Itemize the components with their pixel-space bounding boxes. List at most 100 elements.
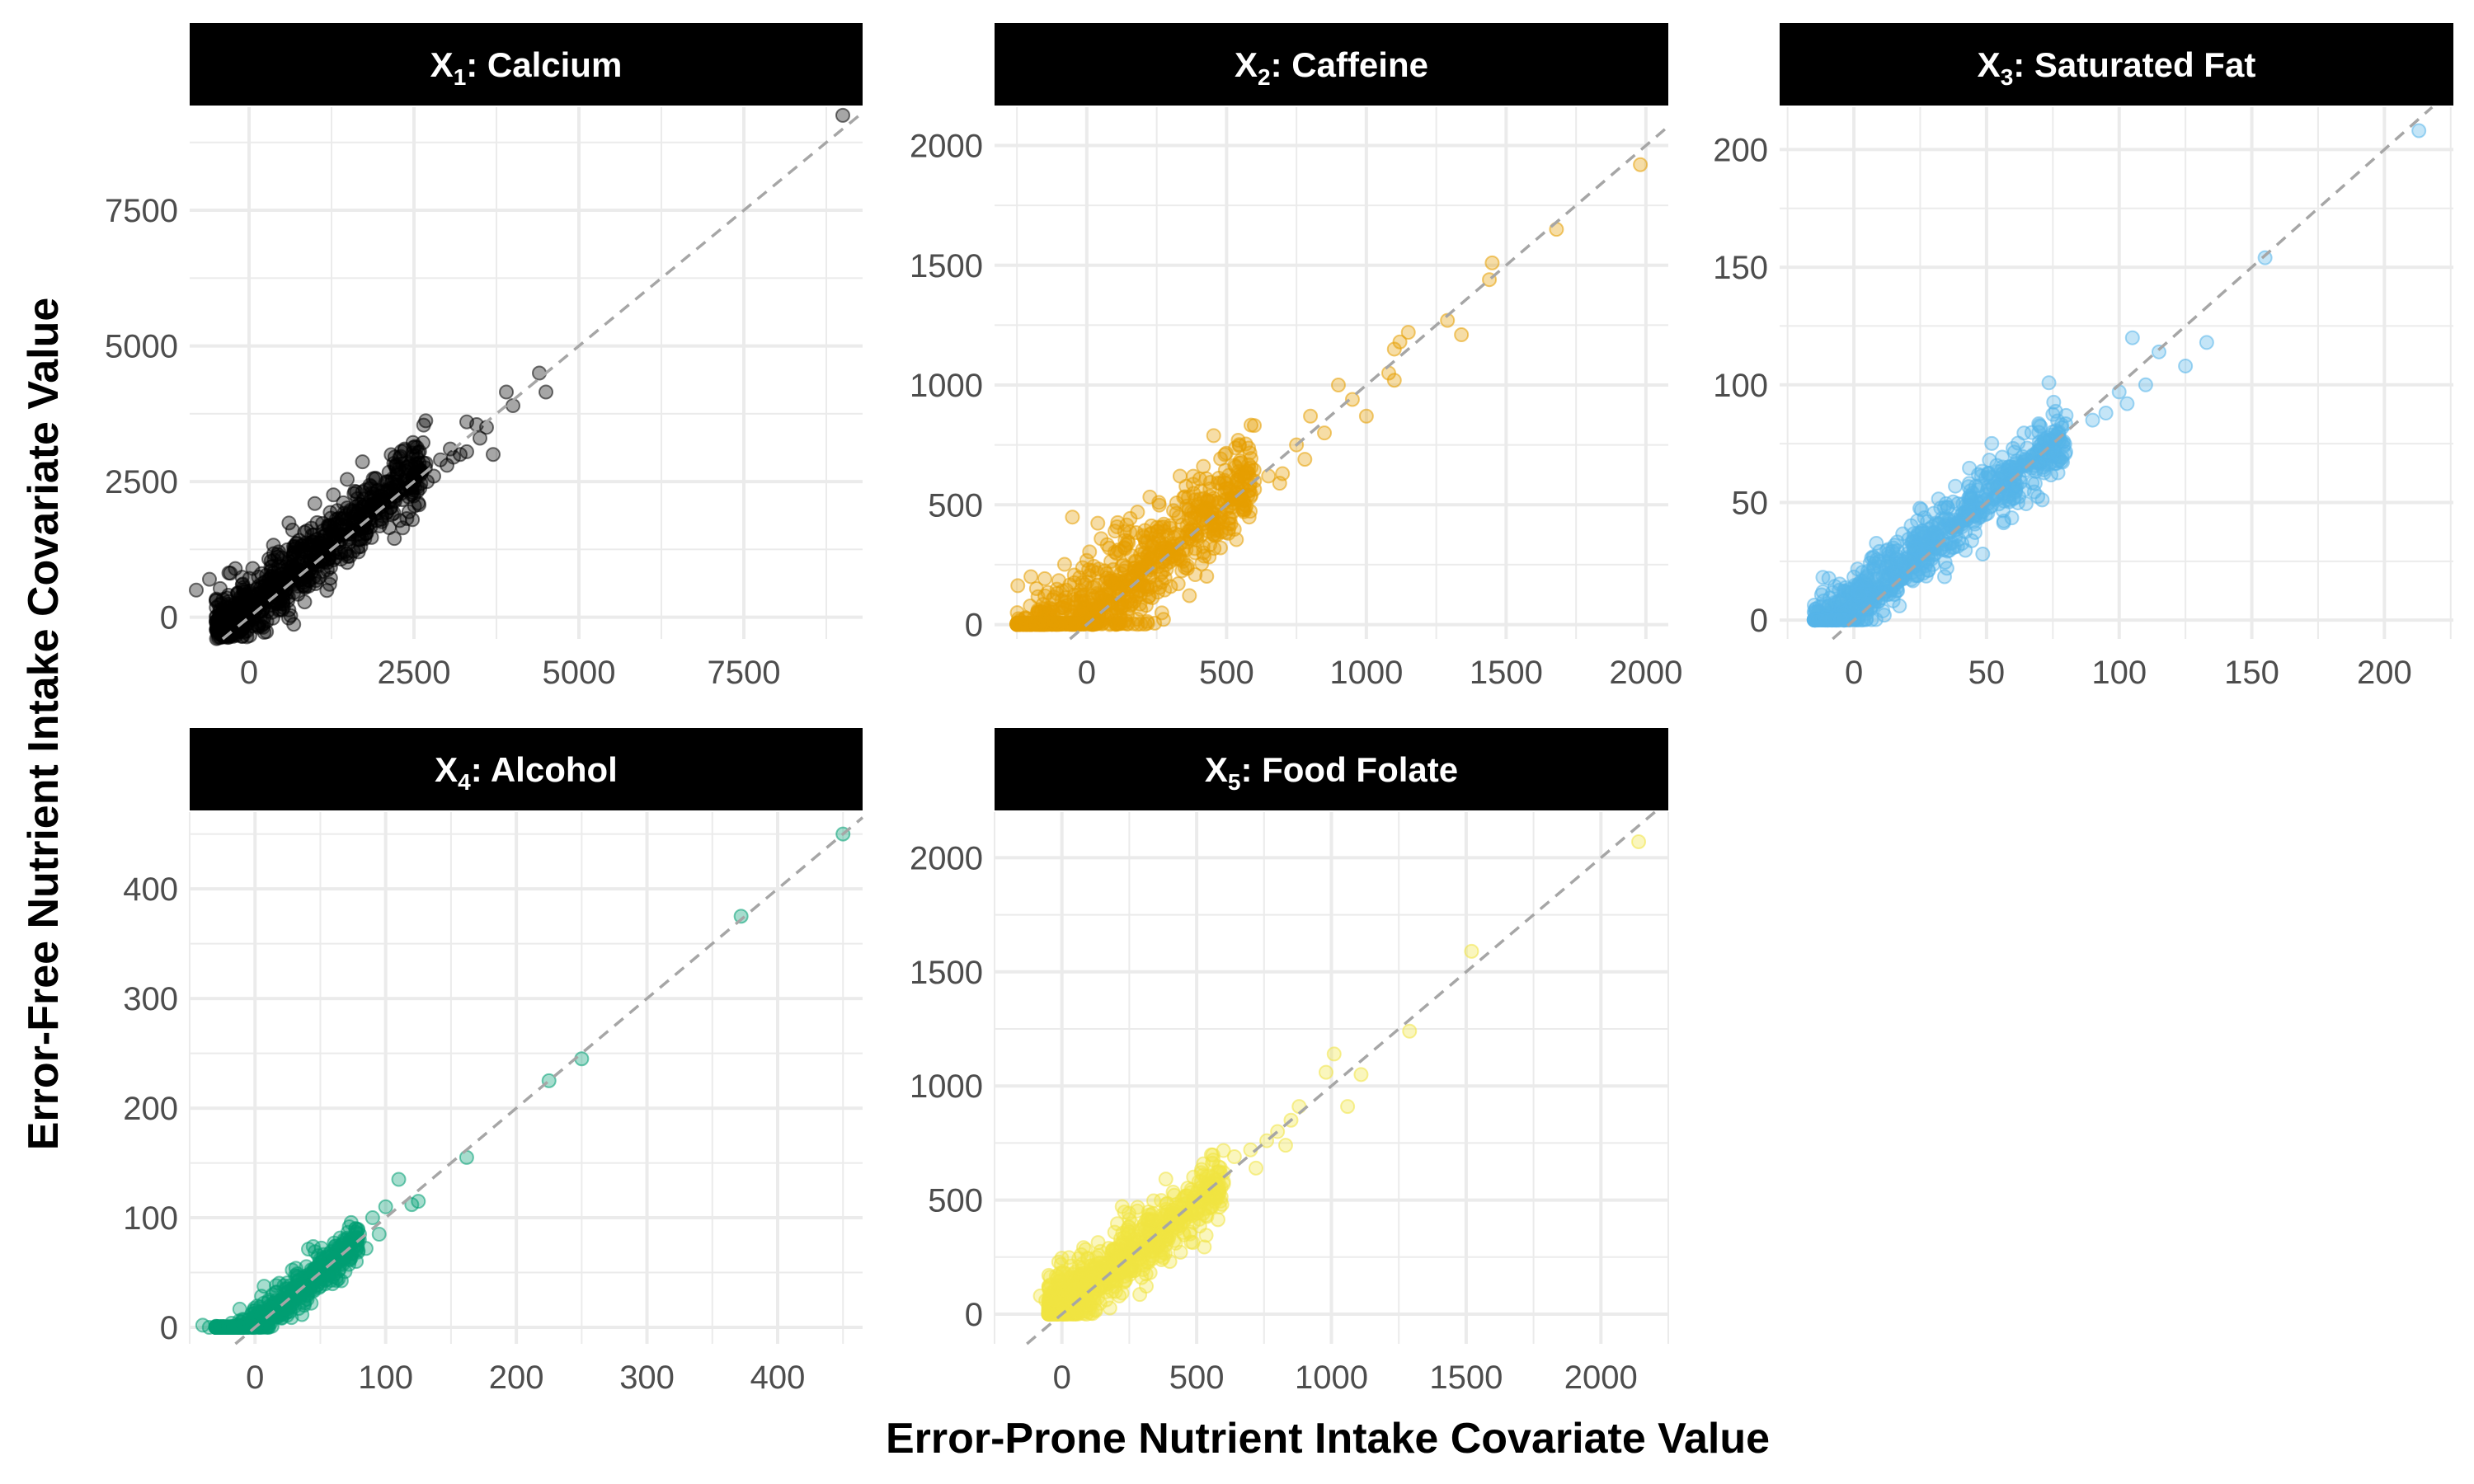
data-point [426,468,441,484]
data-point [1358,408,1374,424]
x-tick-label: 50 [1968,655,2006,691]
data-point [1029,616,1045,632]
scatter-points [195,826,851,1336]
data-point [1205,1169,1221,1185]
y-tick-label: 50 [1732,485,1769,521]
y-tick-label: 150 [1713,250,1768,286]
facet-title: X2: Caffeine [1235,45,1428,90]
scatter-points [1806,123,2427,628]
data-point [1226,1149,1242,1165]
y-tick-label: 1500 [910,955,983,991]
data-point [1094,531,1109,547]
data-point [284,565,299,580]
y-tick-label: 0 [1750,603,1768,639]
data-point [297,594,313,610]
data-point [486,447,501,463]
data-point [1114,1199,1130,1214]
data-point [1051,1254,1066,1270]
data-point [1889,534,1905,550]
data-point [1151,497,1167,513]
data-point [285,522,300,538]
x-tick-label: 5000 [543,655,616,691]
data-point [1158,1172,1174,1187]
data-point [1238,436,1253,452]
data-point [1222,483,1238,499]
data-point [1980,466,1996,481]
x-tick-label: 100 [358,1360,413,1396]
data-point [1815,570,1831,585]
y-tick-label: 2000 [910,128,983,164]
data-point [232,1317,247,1332]
identity-reference-line [1026,810,1656,1345]
data-point [363,499,379,514]
data-point [1392,334,1408,350]
data-point [1168,1216,1183,1232]
data-point [1212,540,1228,556]
data-point [1085,1267,1101,1283]
x-tick-label: 0 [246,1360,264,1396]
data-point [1918,568,1934,584]
data-point [342,513,358,528]
x-tick-label: 1000 [1295,1360,1368,1396]
facet-strip [995,23,1668,106]
data-point [1982,453,1997,468]
x-tick-label: 200 [489,1360,544,1396]
data-point [2053,453,2069,469]
data-point [1112,1288,1127,1303]
data-point [2017,482,2033,498]
x-tick-label: 1500 [1429,1360,1503,1396]
data-point [1996,515,2011,531]
data-point [332,544,347,560]
data-point [1827,579,1842,594]
data-point [215,613,231,629]
data-point [1353,1067,1369,1082]
data-point [1317,425,1333,441]
data-point [401,504,416,519]
data-point [189,582,204,598]
data-point [1880,553,1896,569]
data-point [2016,425,2032,441]
data-point [1023,569,1039,585]
data-point [1130,562,1145,578]
data-point [1146,534,1162,550]
data-point [1454,327,1470,343]
data-point [1038,1293,1054,1308]
data-point [1975,547,1991,562]
x-tick-label: 2000 [1609,655,1682,691]
data-point [1995,503,2011,519]
data-point [1903,552,1918,568]
data-point [1484,255,1500,270]
data-point [1010,617,1026,632]
y-tick-label: 100 [123,1200,178,1237]
data-point [1206,491,1222,506]
x-tick-label: 1500 [1470,655,1543,691]
data-point [1202,549,1217,565]
data-point [1084,563,1100,579]
data-point [1155,565,1170,580]
data-point [1866,550,1882,566]
data-point [283,608,299,623]
x-tick-label: 0 [1845,655,1863,691]
data-point [1631,834,1647,849]
y-tick-label: 0 [965,1297,983,1333]
data-point [1950,538,1965,554]
data-point [1864,612,1879,627]
data-point [1122,1212,1137,1228]
data-point [1052,600,1068,616]
x-tick-label: 0 [1078,655,1096,691]
data-point [1170,576,1186,592]
y-tick-label: 0 [160,1310,178,1346]
data-point [326,487,341,503]
data-point [2085,412,2100,428]
data-point [302,553,317,569]
data-point [2124,330,2140,345]
x-tick-label: 400 [750,1360,806,1396]
data-point [1198,1228,1214,1243]
data-point [459,1149,474,1165]
x-tick-label: 1000 [1329,655,1403,691]
y-tick-label: 5000 [105,329,178,365]
